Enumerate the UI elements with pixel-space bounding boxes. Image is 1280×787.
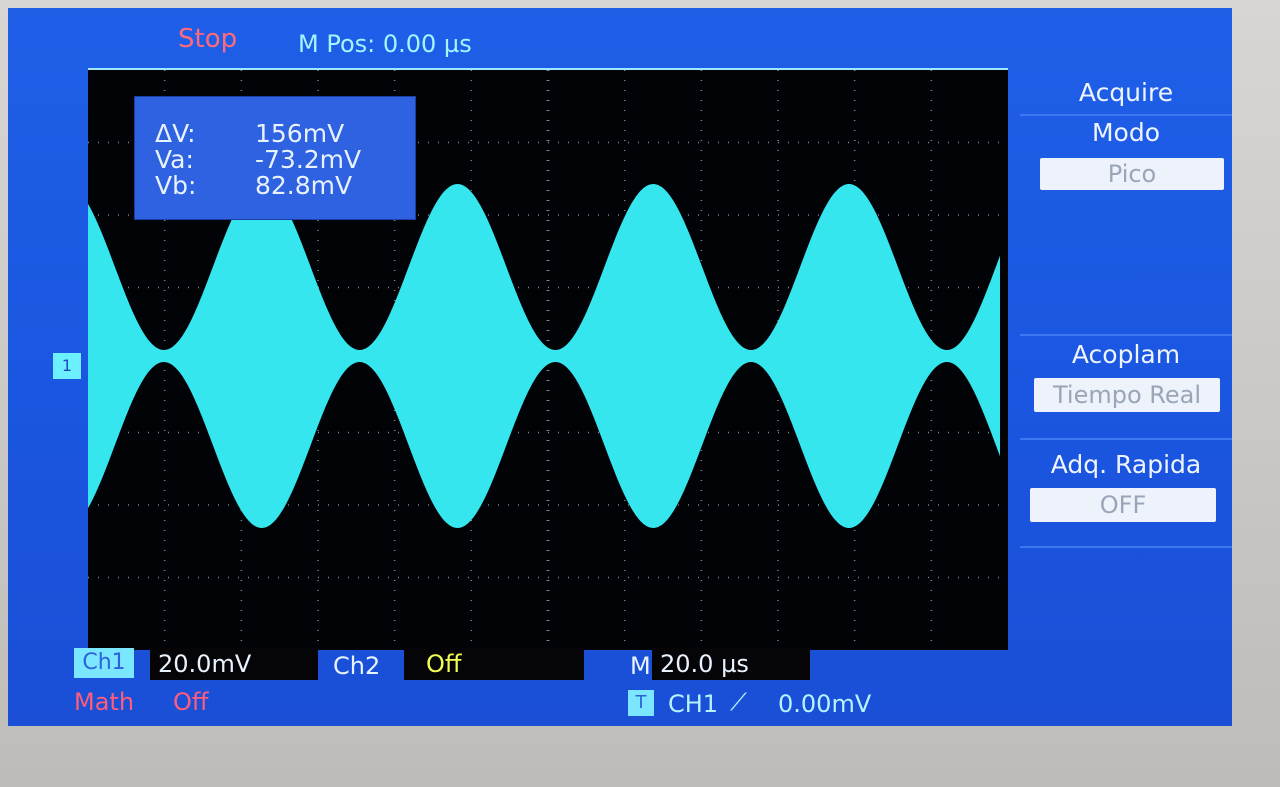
- ch1-tag[interactable]: Ch1: [74, 648, 134, 678]
- ch1-waveform: [88, 184, 1000, 528]
- fast-acq-value-button[interactable]: OFF: [1030, 488, 1216, 522]
- delta-v-label: ΔV:: [155, 119, 196, 148]
- va-label: Va:: [155, 145, 194, 174]
- horizontal-position: M Pos: 0.00 µs: [298, 30, 472, 58]
- rising-edge-icon: ⟋: [730, 688, 747, 716]
- ch2-label[interactable]: Ch2: [333, 652, 381, 680]
- menu-header: Acquire: [1078, 78, 1174, 107]
- timebase-value: 20.0 µs: [652, 648, 810, 680]
- mode-value-button[interactable]: Pico: [1040, 158, 1224, 190]
- ch1-scale: 20.0mV: [150, 648, 318, 680]
- menu-divider: [1020, 546, 1232, 548]
- menu-divider: [1020, 334, 1232, 336]
- math-state: Off: [173, 688, 209, 716]
- channel1-ground-marker[interactable]: 1: [53, 353, 81, 379]
- va-value: -73.2mV: [255, 145, 362, 174]
- acquire-menu: Acquire Modo Pico Acoplam Tiempo Real Ad…: [1020, 66, 1232, 726]
- coupling-value-button[interactable]: Tiempo Real: [1034, 378, 1220, 412]
- fast-acq-label: Adq. Rapida: [1050, 450, 1202, 479]
- menu-divider: [1020, 438, 1232, 440]
- trigger-source: CH1: [668, 690, 719, 718]
- coupling-label: Acoplam: [1071, 340, 1181, 369]
- waveform-display: [88, 70, 1008, 650]
- timebase-label: M: [630, 652, 651, 680]
- ch2-state: Off: [404, 648, 584, 680]
- delta-v-value: 156mV: [255, 119, 345, 148]
- oscilloscope-screen: Stop M Pos: 0.00 µs ΔV: 156mV Va: -73.2m…: [8, 8, 1232, 726]
- vb-value: 82.8mV: [255, 171, 353, 200]
- cursor-readout: ΔV: 156mV Va: -73.2mV Vb: 82.8mV: [134, 96, 416, 220]
- menu-divider: [1020, 114, 1232, 116]
- trigger-icon: T: [628, 690, 654, 716]
- run-status: Stop: [178, 24, 238, 54]
- math-label[interactable]: Math: [74, 688, 135, 716]
- trigger-level: 0.00mV: [778, 690, 872, 718]
- mode-label: Modo: [1091, 118, 1161, 147]
- vb-label: Vb:: [155, 171, 197, 200]
